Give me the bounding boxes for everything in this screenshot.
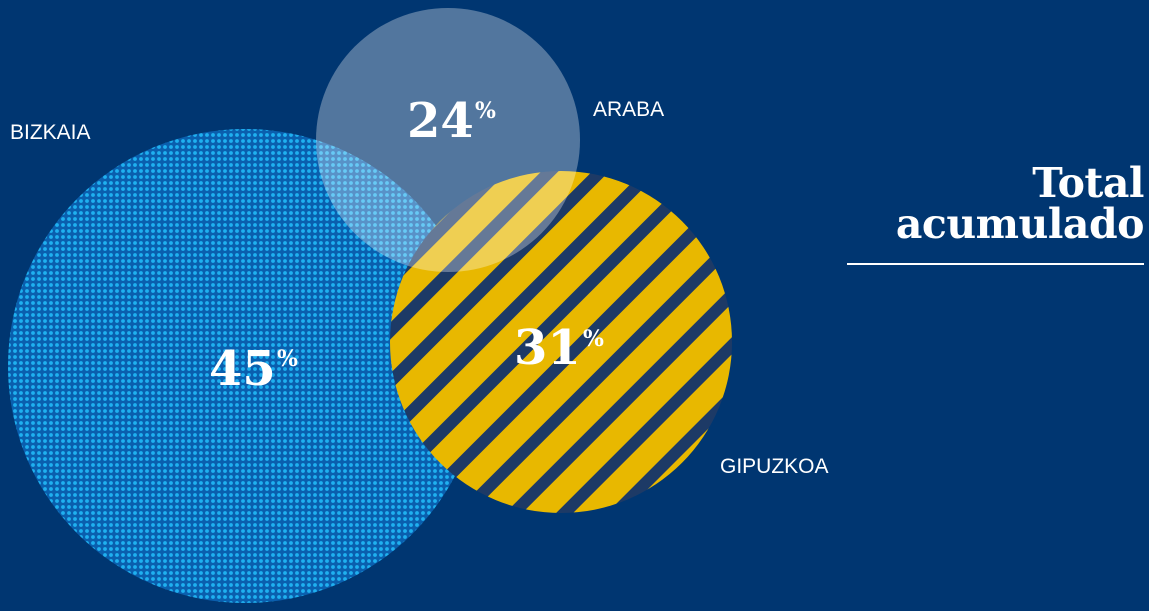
bizkaia-value-group: 45 % [209,341,298,397]
gipuzkoa-value: 31 [514,320,581,376]
bizkaia-label: BIZKAIA [10,121,91,144]
gipuzkoa-unit: % [583,326,604,352]
bizkaia-unit: % [277,346,298,372]
araba-value-group: 24 % [407,93,496,149]
bizkaia-circle [8,129,482,603]
araba-label: ARABA [593,98,664,121]
chart-title: Total acumulado [844,159,1145,248]
araba-value: 24 [407,93,474,149]
title-line-2: acumulado [895,200,1145,248]
bizkaia-value: 45 [209,341,276,397]
araba-unit: % [475,98,496,124]
title-underline [847,263,1144,265]
araba-circle [316,8,580,272]
gipuzkoa-circle [390,171,732,513]
title-line-1: Total [1032,159,1144,207]
gipuzkoa-label: GIPUZKOA [720,455,829,478]
gipuzkoa-value-group: 31 % [514,320,604,376]
